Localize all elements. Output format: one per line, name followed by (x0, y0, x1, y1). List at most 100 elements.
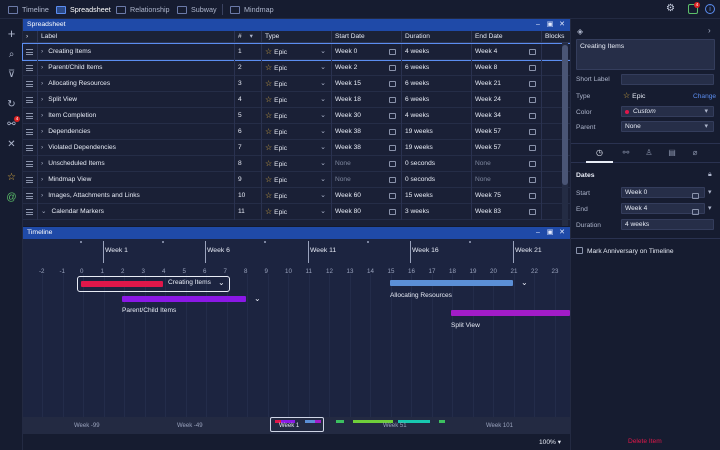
drag-handle-icon[interactable] (23, 92, 37, 108)
zoom-select[interactable]: 100% ▾ (539, 438, 561, 446)
table-row[interactable]: › Parent/Child Items 2 ☆ Epic ⌄ Week 2 6 weeks W… (23, 60, 570, 76)
link-icon[interactable]: ⚯ (622, 148, 630, 157)
duration-cell[interactable]: 6 weeks (401, 60, 471, 76)
type-cell[interactable]: ☆ Epic ⌄ (261, 172, 331, 188)
tab-relationship[interactable]: Relationship (116, 0, 170, 19)
type-cell[interactable]: ☆ Epic ⌄ (261, 76, 331, 92)
type-cell[interactable]: ☆ Epic ⌄ (261, 204, 331, 220)
timeline-canvas[interactable]: Week 1 Week 6 Week 11 Week 16 Week 21 -2 -1 0 1 2… (23, 239, 570, 417)
label-cell[interactable]: › Item Completion (37, 108, 234, 124)
table-row[interactable]: › Mindmap View 9 ☆ Epic ⌄ None 0 seconds None (23, 172, 570, 188)
chevron-right-icon[interactable]: › (41, 176, 44, 183)
duration-cell[interactable]: 0 seconds (401, 156, 471, 172)
type-cell[interactable]: ☆ Epic ⌄ (261, 156, 331, 172)
drag-handle-icon[interactable] (23, 108, 37, 124)
start-date-cell[interactable]: Week 60 (331, 188, 401, 204)
chevron-right-icon[interactable]: › (41, 128, 44, 135)
label-cell[interactable]: › Dependencies (37, 124, 234, 140)
label-cell[interactable]: › Parent/Child Items (37, 60, 234, 76)
chevron-right-icon[interactable]: › (41, 160, 44, 167)
vertical-scrollbar[interactable] (562, 43, 568, 226)
end-date-cell[interactable]: Week 57 (471, 140, 541, 156)
scrollbar-thumb[interactable] (562, 45, 568, 185)
duration-cell[interactable]: 0 seconds (401, 172, 471, 188)
label-cell[interactable]: › Unscheduled Items (37, 156, 234, 172)
end-date-cell[interactable]: Week 34 (471, 108, 541, 124)
add-icon[interactable]: + (7, 26, 16, 41)
chat-icon[interactable] (688, 4, 698, 14)
calendar-icon[interactable] (389, 193, 396, 199)
column-blocks[interactable]: Blocks (541, 31, 570, 43)
calendar-icon[interactable] (529, 161, 536, 167)
item-title-input[interactable]: Creating Items (576, 39, 715, 70)
blocks-cell[interactable] (541, 124, 562, 140)
calendar-icon[interactable] (529, 49, 536, 55)
chevron-right-icon[interactable]: › (41, 192, 44, 199)
tab-mindmap[interactable]: Mindmap (230, 0, 274, 19)
close-icon[interactable]: ✕ (559, 229, 565, 236)
chevron-right-icon[interactable]: › (41, 64, 44, 71)
type-cell[interactable]: ☆ Epic ⌄ (261, 44, 331, 60)
calendar-icon[interactable] (529, 145, 536, 151)
drag-handle-icon[interactable] (23, 172, 37, 188)
duration-cell[interactable]: 3 weeks (401, 204, 471, 220)
drag-handle-icon[interactable] (23, 156, 37, 172)
calendar-icon[interactable] (389, 113, 396, 119)
lock-icon[interactable]: 🔒︎ (708, 171, 712, 178)
blocks-cell[interactable] (541, 188, 562, 204)
start-date-cell[interactable]: Week 2 (331, 60, 401, 76)
close-icon[interactable]: ✕ (559, 21, 565, 28)
end-date-cell[interactable]: Week 75 (471, 188, 541, 204)
blocks-cell[interactable] (541, 92, 562, 108)
table-row[interactable]: › Split View 4 ☆ Epic ⌄ Week 18 6 weeks Week 24 (23, 92, 570, 108)
calendar-icon[interactable] (529, 81, 536, 87)
type-cell[interactable]: ☆ Epic ⌄ (261, 108, 331, 124)
start-date-cell[interactable]: None (331, 172, 401, 188)
blocks-cell[interactable] (541, 156, 562, 172)
color-select[interactable]: Custom ▾ (621, 106, 714, 117)
start-date-cell[interactable]: Week 0 (331, 44, 401, 60)
tab-spreadsheet[interactable]: Spreadsheet (56, 0, 111, 19)
column-type[interactable]: Type (261, 31, 331, 43)
parent-select[interactable]: None ▾ (621, 121, 714, 132)
chevron-right-icon[interactable]: › (41, 96, 44, 103)
start-date-cell[interactable]: Week 38 (331, 124, 401, 140)
calendar-icon[interactable] (529, 177, 536, 183)
table-row[interactable]: › Violated Dependencies 7 ☆ Epic ⌄ Week 38 19 w… (23, 140, 570, 156)
blocks-cell[interactable] (541, 172, 562, 188)
chevron-down-icon[interactable]: ▾ (708, 205, 712, 212)
table-row[interactable]: › Creating Items 1 ☆ Epic ⌄ Week 0 4 weeks Week … (22, 43, 571, 61)
type-cell[interactable]: ☆ Epic ⌄ (261, 140, 331, 156)
column-end-date[interactable]: End Date (471, 31, 541, 43)
blocks-cell[interactable] (541, 76, 562, 92)
gear-icon[interactable]: ⚙ (666, 3, 675, 14)
start-date-cell[interactable]: None (331, 156, 401, 172)
chevron-right-icon[interactable]: › (41, 144, 44, 151)
chevron-right-icon[interactable]: › (41, 112, 44, 119)
change-type-link[interactable]: Change (693, 93, 717, 100)
table-row[interactable]: › Item Completion 5 ☆ Epic ⌄ Week 30 4 weeks Wee… (23, 108, 570, 124)
label-cell[interactable]: ⌄ Calendar Markers (37, 204, 234, 220)
duration-input[interactable]: 4 weeks (621, 219, 714, 230)
column-label[interactable]: Label (37, 31, 234, 43)
calendar-icon[interactable] (529, 65, 536, 71)
type-cell[interactable]: ☆ Epic ⌄ (261, 92, 331, 108)
duration-cell[interactable]: 15 weeks (401, 188, 471, 204)
start-date-cell[interactable]: Week 30 (331, 108, 401, 124)
calendar-icon[interactable] (389, 145, 396, 151)
anniversary-checkbox[interactable] (576, 247, 583, 254)
duration-cell[interactable]: 6 weeks (401, 76, 471, 92)
end-date-input[interactable]: Week 4 (621, 203, 705, 215)
drag-handle-icon[interactable] (23, 76, 37, 92)
start-date-cell[interactable]: Week 18 (331, 92, 401, 108)
end-date-cell[interactable]: Week 24 (471, 92, 541, 108)
dependency-icon[interactable]: ⚯ (7, 119, 16, 130)
calendar-icon[interactable] (529, 113, 536, 119)
chevron-down-icon[interactable]: ⌄ (521, 278, 528, 287)
drag-handle-icon[interactable] (23, 44, 37, 60)
timeline-bar[interactable] (81, 281, 163, 287)
column-duration[interactable]: Duration (401, 31, 471, 43)
drag-handle-icon[interactable] (23, 140, 37, 156)
start-date-input[interactable]: Week 0 (621, 187, 705, 199)
calendar-icon[interactable] (389, 97, 396, 103)
